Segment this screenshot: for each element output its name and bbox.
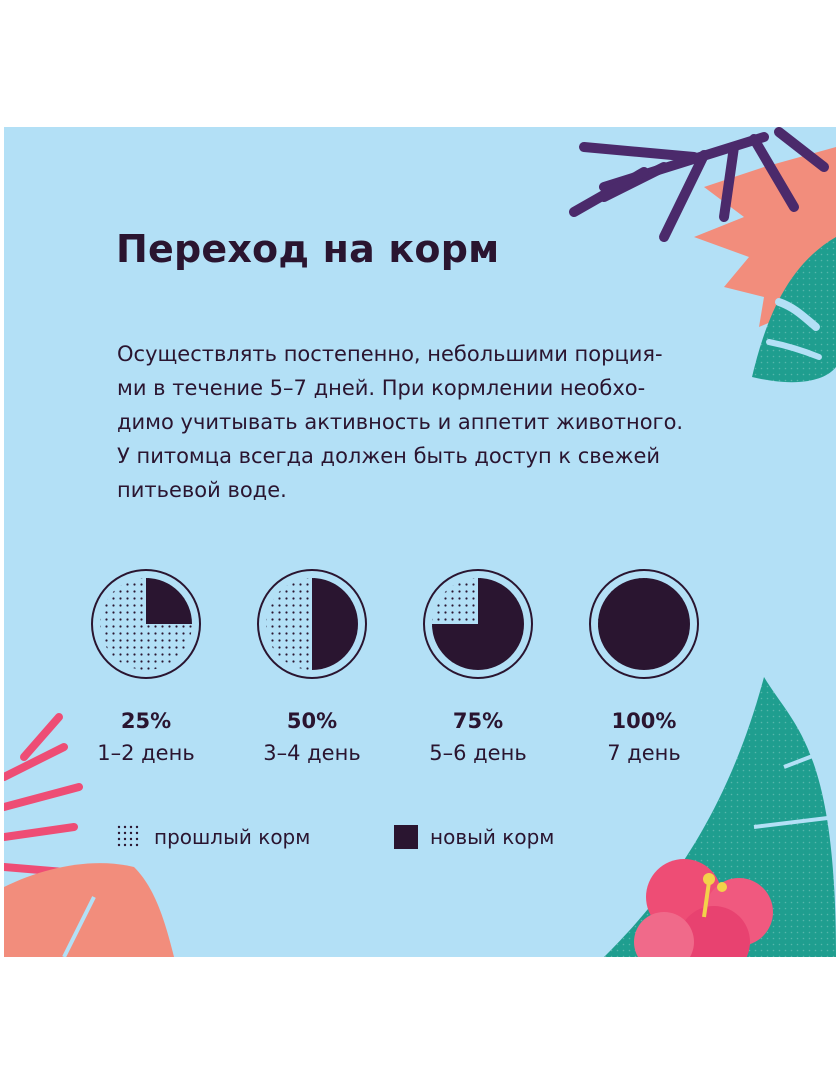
stage-days: 1–2 день	[97, 741, 195, 765]
purple-frond-leaf	[569, 127, 829, 242]
description-text: Осуществлять постепенно, небольшими порц…	[117, 337, 737, 507]
description-line: У питомца всегда должен быть доступ к св…	[117, 444, 661, 468]
solid-swatch-icon	[394, 825, 418, 849]
feeding-infographic-card: Переход на корм Осуществлять постепенно,…	[4, 127, 836, 957]
legend-new-food-label: новый корм	[430, 825, 555, 849]
stage-days: 3–4 день	[263, 741, 361, 765]
teal-palm-leaf	[604, 677, 836, 957]
pie-stage-3	[423, 569, 533, 679]
pie-stage-4	[589, 569, 699, 679]
dotted-swatch-icon	[117, 825, 139, 847]
description-line: питьевой воде.	[117, 478, 287, 502]
stage-percent: 100%	[611, 709, 677, 733]
pie-stage-1	[91, 569, 201, 679]
pie-outer-ring	[589, 569, 699, 679]
description-line: ми в течение 5–7 дней. При кормлении нео…	[117, 376, 646, 400]
teal-monstera-leaf	[752, 237, 836, 383]
pie-new-food-slice	[146, 578, 192, 624]
description-line: Осуществлять постепенно, небольшими порц…	[117, 342, 663, 366]
pie-outer-ring	[423, 569, 533, 679]
pie-new-food-slice	[598, 578, 690, 670]
description-line: димо учитывать активность и аппетит живо…	[117, 410, 684, 434]
stage-percent: 75%	[452, 709, 504, 733]
coral-leaf-bottom-left	[4, 863, 174, 957]
stage-1: 25% 1–2 день	[66, 567, 226, 765]
stage-days: 7 день	[607, 741, 681, 765]
page-title: Переход на корм	[116, 227, 500, 271]
tropical-leaves-decoration	[4, 127, 836, 957]
pie-new-food-slice	[312, 578, 358, 670]
stage-percent: 25%	[120, 709, 172, 733]
legend-new-food: новый корм	[394, 822, 554, 852]
stage-4: 100% 7 день	[564, 567, 724, 765]
hibiscus-flower	[634, 859, 773, 957]
stage-days: 5–6 день	[429, 741, 527, 765]
pink-fern-leaf	[4, 713, 83, 876]
stage-3: 75% 5–6 день	[398, 567, 558, 765]
pie-stage-2	[257, 569, 367, 679]
pie-new-food-slice	[432, 578, 524, 670]
stage-2: 50% 3–4 день	[232, 567, 392, 765]
pie-outer-ring	[91, 569, 201, 679]
transition-stages: 25% 1–2 день 50% 3–4 день 75% 5–6 день 1…	[4, 567, 836, 787]
pie-outer-ring	[257, 569, 367, 679]
legend-old-food-label: прошлый корм	[154, 825, 311, 849]
stage-percent: 50%	[286, 709, 338, 733]
legend-old-food: прошлый корм	[116, 822, 310, 852]
